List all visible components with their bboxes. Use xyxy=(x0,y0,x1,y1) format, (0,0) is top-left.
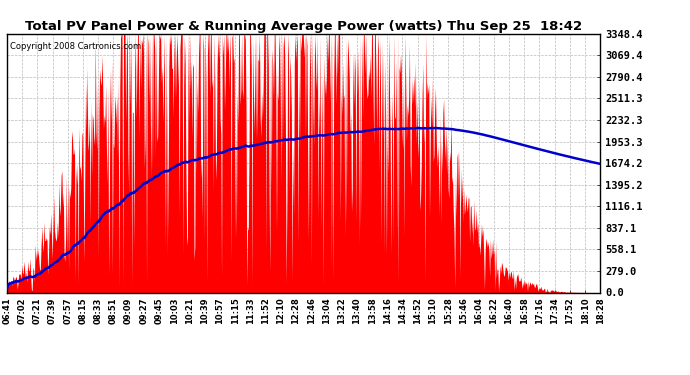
Title: Total PV Panel Power & Running Average Power (watts) Thu Sep 25  18:42: Total PV Panel Power & Running Average P… xyxy=(25,20,582,33)
Text: Copyright 2008 Cartronics.com: Copyright 2008 Cartronics.com xyxy=(10,42,141,51)
